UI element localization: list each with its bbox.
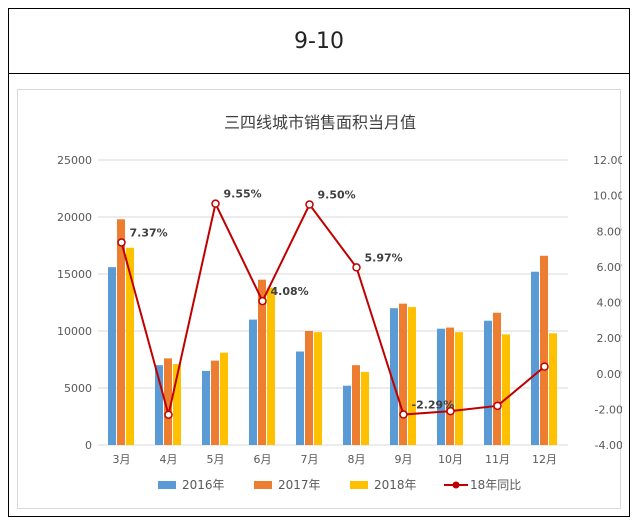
bar-2017年-6月 (258, 279, 266, 445)
bar-2018年-11月 (502, 334, 510, 445)
slide-number: 9-10 (294, 28, 344, 54)
data-label: 9.50% (318, 189, 356, 202)
bar-2018年-12月 (549, 333, 557, 445)
bar-2016年-7月 (296, 351, 304, 445)
left-axis-tick-label: 5000 (64, 382, 92, 395)
x-axis-tick-label: 11月 (485, 453, 510, 466)
line-18yoy (120, 200, 546, 416)
right-axis-tick-label: -4.00% (595, 439, 622, 452)
bar-2016年-6月 (249, 319, 257, 445)
bar-2017年-11月 (493, 312, 501, 445)
bar-2018年-10月 (455, 332, 463, 445)
bar-2018年-5月 (220, 352, 228, 445)
legend-label-18年同比: 18年同比 (470, 478, 521, 492)
x-axis-tick-label: 4月 (160, 453, 178, 466)
left-axis-tick-label: 20000 (57, 211, 92, 224)
x-axis-tick-label: 3月 (113, 453, 131, 466)
right-axis-tick-label: 12.00% (593, 154, 622, 167)
line-point-11月 (493, 401, 502, 411)
bar-2017年-5月 (211, 360, 219, 445)
bar-2017年-3月 (117, 219, 125, 445)
line-point-7月 (305, 200, 314, 209)
bar-2016年-11月 (484, 320, 492, 445)
bar-2017年-4月 (164, 358, 172, 445)
bar-2017年-12月 (540, 255, 548, 445)
bar-2017年-10月 (446, 327, 454, 445)
x-axis-tick-label: 6月 (254, 453, 272, 466)
x-axis-tick-label: 8月 (348, 453, 366, 466)
x-axis-tick-label: 7月 (301, 453, 319, 466)
legend-label-2017年: 2017年 (278, 478, 321, 492)
chart-title: 三四线城市销售面积当月值 (224, 113, 416, 132)
bar-2016年-9月 (390, 308, 398, 445)
right-axis-tick-label: 2.00% (597, 332, 622, 345)
bar-2016年-10月 (437, 328, 445, 445)
data-label: 7.37% (130, 226, 168, 239)
right-axis-tick-label: 8.00% (597, 225, 622, 238)
bar-2016年-12月 (531, 271, 539, 445)
slide-header: 9-10 (9, 9, 629, 74)
left-axis-tick-label: 25000 (57, 154, 92, 167)
right-axis-tick-label: 0.00% (597, 368, 622, 381)
data-label: 4.08% (271, 285, 309, 298)
data-label: 5.97% (365, 251, 403, 264)
line-point-9月 (399, 410, 408, 419)
right-axis-tick-label: 6.00% (597, 261, 622, 274)
line-point-6月 (258, 296, 267, 306)
line-point-8月 (352, 263, 361, 272)
left-axis-tick-label: 10000 (57, 325, 92, 338)
sales-area-chart: 三四线城市销售面积当月值 0 5000 10000 15000 20000 25000 -4.… (57, 113, 635, 492)
right-axis-tick-label: -2.00% (595, 403, 622, 416)
legend-swatch-2018年 (350, 481, 368, 489)
line-point-5月 (211, 199, 220, 208)
line-point-10月 (446, 406, 455, 416)
x-axis-tick-label: 9月 (395, 453, 413, 466)
bar-2018年-7月 (314, 332, 322, 445)
bar-2018年-4月 (173, 364, 181, 445)
line-point-12月 (540, 362, 549, 371)
x-axis-tick-label: 10月 (438, 453, 463, 466)
bar-2016年-8月 (343, 385, 351, 445)
x-axis-tick-label: 5月 (207, 453, 225, 466)
right-axis-tick-label: 10.00% (593, 190, 622, 203)
left-axis-tick-label: 15000 (57, 268, 92, 281)
legend-swatch-2017年 (254, 481, 272, 489)
bar-2017年-8月 (352, 365, 360, 445)
bar-2016年-4月 (155, 365, 163, 445)
chart-panel: 三四线城市销售面积当月值 0 5000 10000 15000 20000 25000 -4.… (17, 89, 635, 509)
right-axis-tick-label: 4.00% (597, 297, 622, 310)
legend-swatch-2016年 (158, 481, 176, 489)
left-axis-tick-label: 0 (85, 439, 92, 452)
x-axis-tick-label: 12月 (532, 453, 557, 466)
bar-2017年-9月 (399, 303, 407, 445)
bar-2016年-5月 (202, 370, 210, 445)
bar-2017年-7月 (305, 331, 313, 445)
data-label: -2.29% (412, 399, 455, 412)
bar-2016年-3月 (108, 267, 116, 445)
line-point-3月 (117, 238, 126, 247)
data-label: 9.55% (224, 188, 262, 201)
legend-label-2016年: 2016年 (182, 478, 225, 492)
bar-2018年-9月 (408, 307, 416, 445)
legend-marker-18年同比 (452, 481, 460, 489)
slide-frame: 9-10 三四线城市销售面积当月值 0 5000 10000 15000 20000 250… (8, 8, 635, 517)
legend-label-2018年: 2018年 (374, 478, 417, 492)
bar-2018年-3月 (126, 247, 134, 445)
bar-2018年-8月 (361, 372, 369, 445)
line-point-4月 (164, 410, 173, 419)
bar-2018年-6月 (267, 287, 275, 445)
